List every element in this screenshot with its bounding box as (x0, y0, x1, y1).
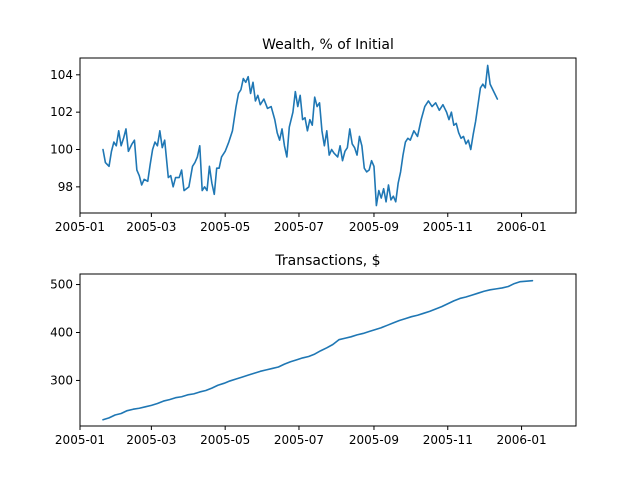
wealth-x-tick: 2005-01 (55, 213, 105, 234)
wealth-y-tick-label: 104 (50, 68, 73, 82)
wealth-x-tick: 2005-07 (274, 213, 324, 234)
transactions-y-tick: 400 (50, 325, 80, 339)
transactions-x-tick-label: 2005-01 (55, 433, 105, 447)
transactions-x-tick: 2005-09 (349, 426, 399, 447)
wealth-x-tick-label: 2005-01 (55, 220, 105, 234)
transactions-y-axis: 300 400 500 (50, 278, 80, 387)
wealth-y-axis: 98 100 102 104 (50, 68, 80, 194)
wealth-plot-frame (79, 57, 577, 214)
wealth-x-tick-label: 2005-09 (349, 220, 399, 234)
transactions-x-tick: 2005-07 (274, 426, 324, 447)
transactions-y-tick-label: 500 (50, 278, 73, 292)
wealth-y-tick: 102 (50, 105, 80, 119)
wealth-panel: Wealth, % of Initial 2005-01 2005-03 2005-… (50, 37, 577, 234)
transactions-panel: Transactions, $ 2005-01 2005-03 2005-05 200… (50, 253, 577, 447)
wealth-y-tick: 104 (50, 68, 80, 82)
wealth-x-tick-label: 2005-07 (274, 220, 324, 234)
transactions-y-tick-label: 400 (50, 325, 73, 339)
wealth-x-tick-label: 2005-11 (423, 220, 473, 234)
transactions-x-tick-label: 2006-01 (496, 433, 546, 447)
transactions-x-tick-label: 2005-11 (423, 433, 473, 447)
wealth-x-tick-label: 2005-03 (126, 220, 176, 234)
wealth-y-tick-label: 102 (50, 105, 73, 119)
wealth-y-tick-label: 98 (58, 180, 73, 194)
wealth-series-line (102, 64, 499, 207)
transactions-y-tick: 500 (50, 278, 80, 292)
wealth-x-tick: 2005-11 (423, 213, 473, 234)
transactions-x-tick-label: 2005-09 (349, 433, 399, 447)
wealth-y-tick: 100 (50, 143, 80, 157)
transactions-series-line (102, 279, 534, 421)
transactions-x-tick: 2005-11 (423, 426, 473, 447)
wealth-chart-title: Wealth, % of Initial (262, 37, 394, 53)
transactions-x-tick: 2005-03 (126, 426, 176, 447)
wealth-x-axis: 2005-01 2005-03 2005-05 2005-07 2005-09 2005-… (55, 213, 547, 234)
wealth-x-tick: 2005-03 (126, 213, 176, 234)
transactions-x-tick-label: 2005-05 (200, 433, 250, 447)
transactions-y-tick-label: 300 (50, 373, 73, 387)
wealth-y-tick: 98 (58, 180, 80, 194)
wealth-x-tick: 2005-09 (349, 213, 399, 234)
wealth-x-tick: 2006-01 (496, 213, 547, 234)
wealth-x-tick-label: 2005-05 (200, 220, 250, 234)
transactions-x-tick: 2005-05 (200, 426, 250, 447)
wealth-x-tick: 2005-05 (200, 213, 250, 234)
transactions-chart-title: Transactions, $ (274, 253, 380, 269)
wealth-x-tick-label: 2006-01 (496, 220, 546, 234)
transactions-y-tick: 300 (50, 373, 80, 387)
transactions-x-tick-label: 2005-07 (274, 433, 324, 447)
transactions-x-tick: 2005-01 (55, 426, 105, 447)
transactions-plot-frame (79, 273, 577, 427)
transactions-x-axis: 2005-01 2005-03 2005-05 2005-07 2005-09 2005-… (55, 426, 547, 447)
transactions-x-tick-label: 2005-03 (126, 433, 176, 447)
wealth-y-tick-label: 100 (50, 143, 73, 157)
transactions-x-tick: 2006-01 (496, 426, 547, 447)
